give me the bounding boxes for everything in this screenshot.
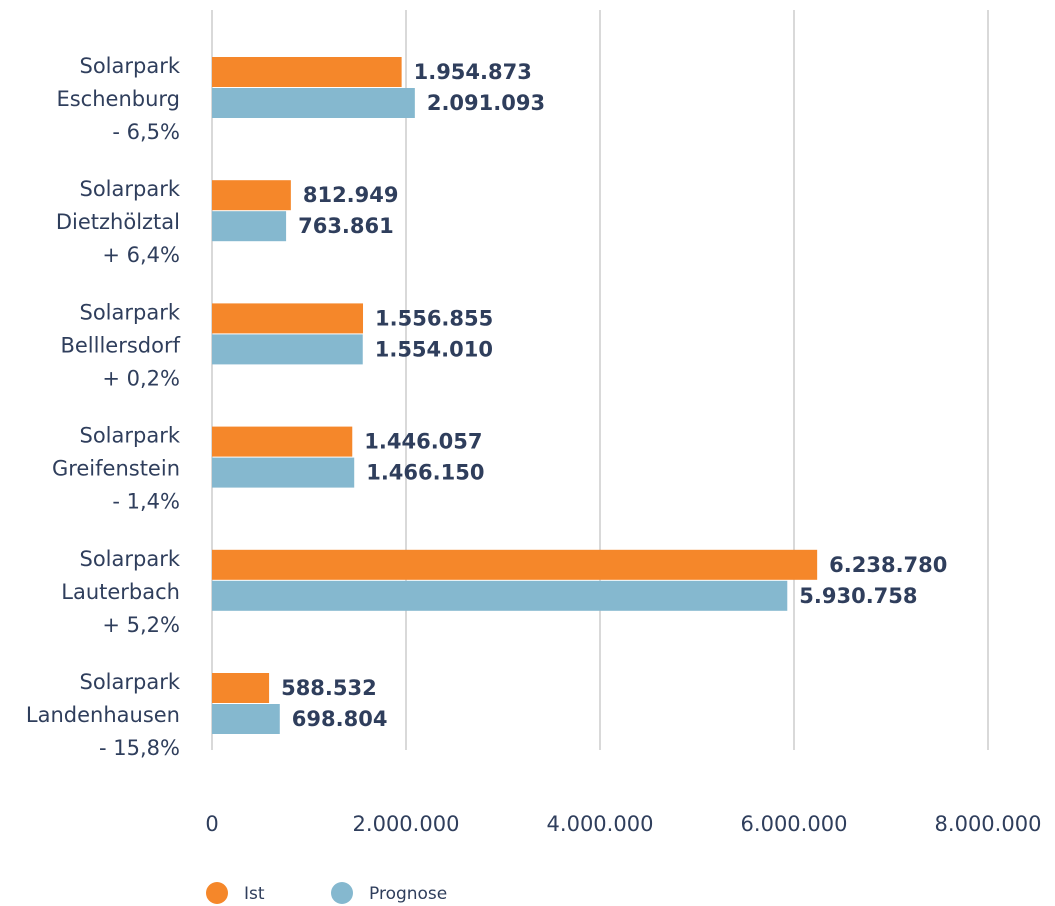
data-label: 1.954.873 xyxy=(414,60,532,84)
legend-label: Prognose xyxy=(369,884,447,904)
legend-marker xyxy=(206,882,228,904)
bar xyxy=(212,673,270,703)
bar xyxy=(212,426,353,457)
y-tick-label: Solarpark xyxy=(79,177,180,201)
legend-marker xyxy=(331,882,353,904)
y-tick-label: Solarpark xyxy=(79,424,180,448)
x-tick-label: 6.000.000 xyxy=(741,812,848,836)
legend-label: Ist xyxy=(244,884,265,904)
y-tick-label: Solarpark xyxy=(79,670,180,694)
data-label: 1.466.150 xyxy=(366,461,484,485)
data-label: 6.238.780 xyxy=(829,553,947,577)
y-tick-label: Solarpark xyxy=(79,54,180,78)
data-label: 1.446.057 xyxy=(364,430,482,454)
y-tick-label: Solarpark xyxy=(79,547,180,571)
y-tick-label: + 6,4% xyxy=(102,243,180,267)
y-tick-label: Dietzhölztal xyxy=(56,210,180,234)
x-tick-label: 4.000.000 xyxy=(547,812,654,836)
y-tick-label: Belllersdorf xyxy=(60,333,180,357)
bar xyxy=(212,549,818,580)
bar xyxy=(212,334,363,365)
y-tick-label: Lauterbach xyxy=(61,580,180,604)
x-tick-label: 0 xyxy=(205,812,218,836)
y-tick-label: Solarpark xyxy=(79,300,180,324)
y-tick-label: + 5,2% xyxy=(102,613,180,637)
data-label: 1.554.010 xyxy=(375,337,493,361)
bar xyxy=(212,180,291,211)
bar xyxy=(212,303,364,334)
data-label: 1.556.855 xyxy=(375,306,493,330)
x-tick-label: 8.000.000 xyxy=(935,812,1042,836)
data-label: 698.804 xyxy=(292,707,388,731)
bar xyxy=(212,211,287,242)
bar xyxy=(212,88,415,118)
y-tick-label: Landenhausen xyxy=(26,703,180,727)
y-tick-label: Eschenburg xyxy=(56,87,180,111)
data-label: 812.949 xyxy=(303,183,399,207)
data-label: 5.930.758 xyxy=(799,584,917,608)
bar xyxy=(212,704,280,734)
data-label: 2.091.093 xyxy=(427,91,545,115)
y-tick-label: Greifenstein xyxy=(52,457,180,481)
y-tick-label: - 6,5% xyxy=(112,120,180,144)
data-label: 763.861 xyxy=(298,214,394,238)
bar xyxy=(212,457,355,488)
bar xyxy=(212,580,788,611)
x-tick-label: 2.000.000 xyxy=(353,812,460,836)
y-tick-label: + 0,2% xyxy=(102,366,180,390)
y-tick-label: - 1,4% xyxy=(112,490,180,514)
bar xyxy=(212,57,402,87)
y-tick-label: - 15,8% xyxy=(99,736,180,760)
data-label: 588.532 xyxy=(281,676,377,700)
